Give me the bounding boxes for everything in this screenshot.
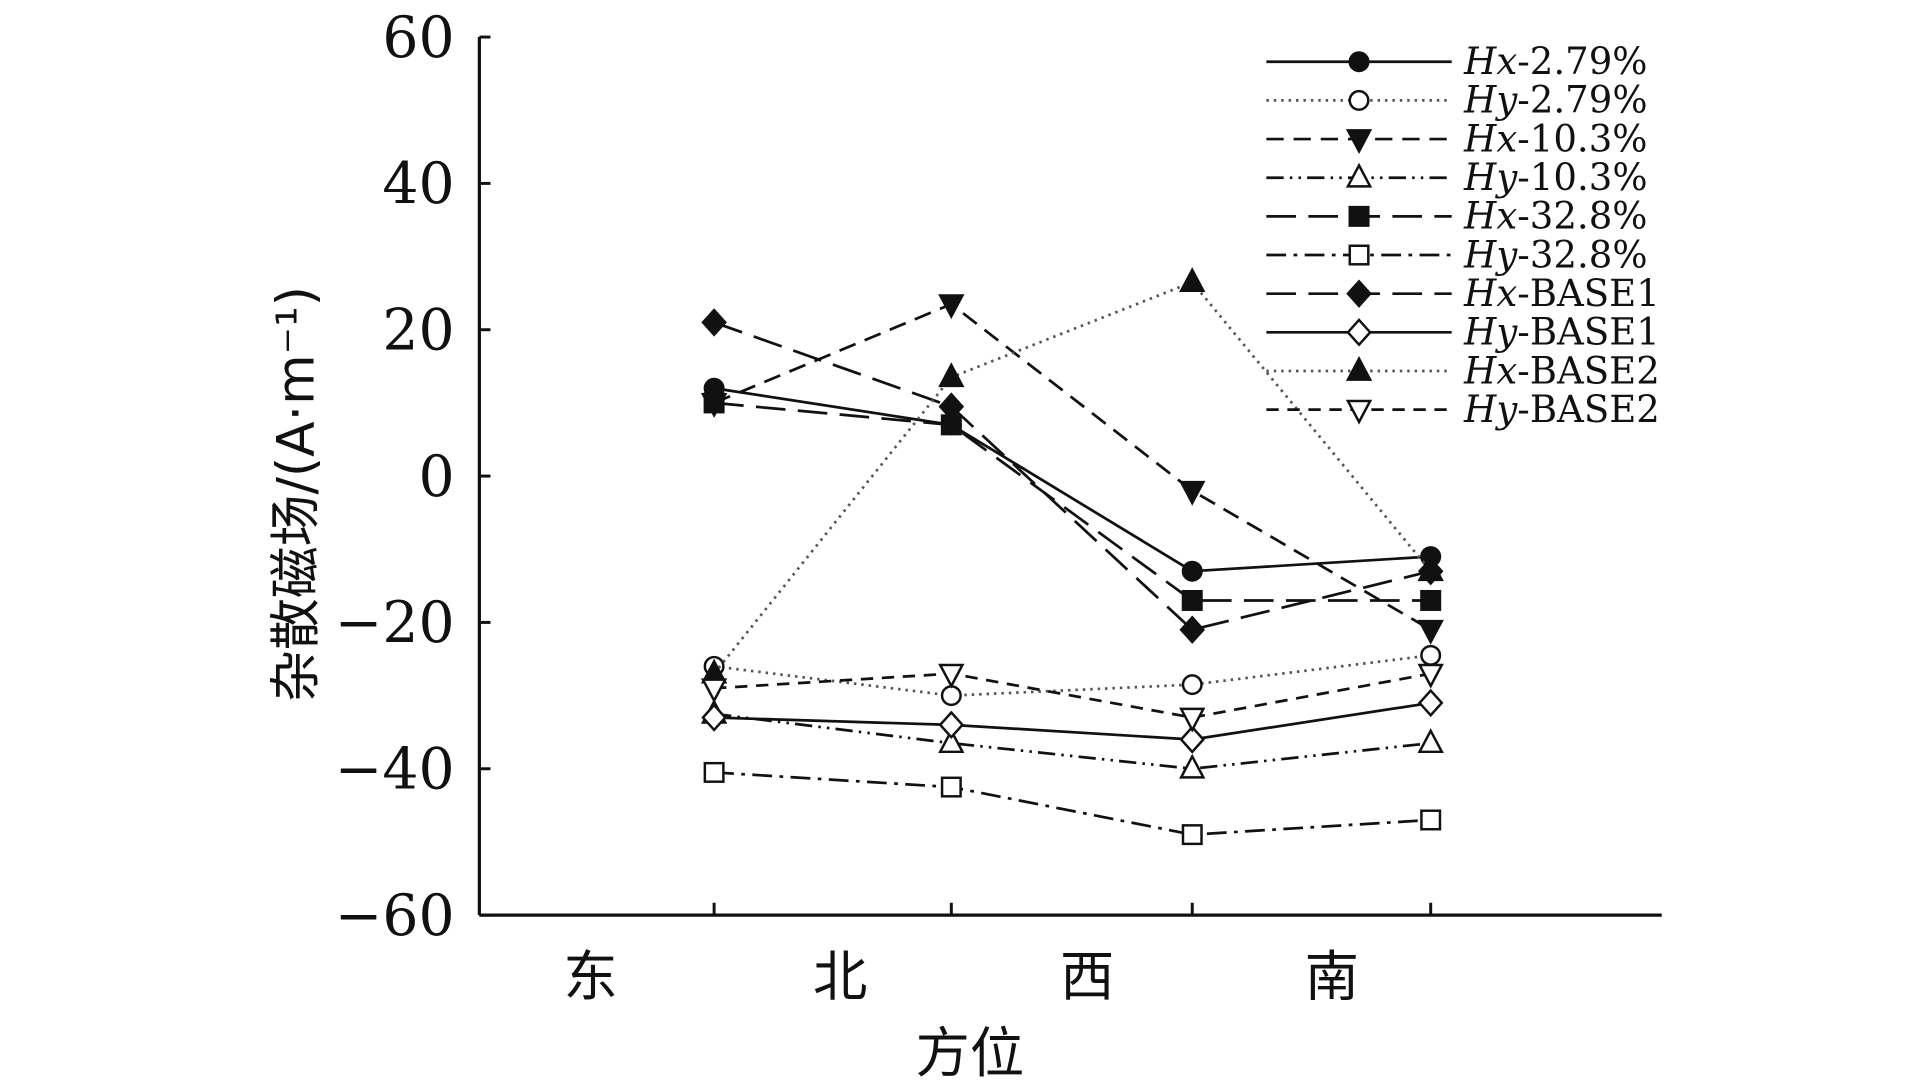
legend-label: Hx-32.8% [1463, 195, 1647, 238]
x-axis-label: 方位 [916, 1022, 1025, 1085]
legend-marker [1345, 355, 1373, 381]
data-point-hy-32-8 [940, 776, 962, 798]
data-point-hx-32-8 [1420, 589, 1442, 611]
data-point-hx-32-8 [703, 392, 725, 414]
legend-marker [1346, 279, 1372, 308]
series-line-hy-32-8 [714, 771, 1431, 836]
legend-marker [1346, 318, 1372, 347]
data-point-hy-32-8 [703, 761, 725, 783]
data-point-hx-base2 [1417, 556, 1444, 582]
legend-marker [1348, 89, 1370, 111]
y-tick-label: 0 [418, 444, 454, 510]
legend-item-hx-32-8: Hx-32.8% [1266, 195, 1648, 238]
legend: Hx-2.79%Hy-2.79%Hx-10.3%Hy-10.3%Hx-32.8%… [1266, 40, 1660, 431]
legend-label: Hy-BASE1 [1463, 311, 1660, 354]
x-tick-label: 西 [1060, 945, 1114, 1008]
data-point-hx-base1 [1179, 615, 1206, 644]
legend-label: Hx-BASE2 [1463, 349, 1660, 392]
legend-label: Hy-BASE2 [1463, 388, 1660, 431]
series-line-hy-base2 [714, 672, 1431, 719]
legend-item-hy-base1: Hy-BASE1 [1266, 311, 1660, 354]
series-line-hy-base1 [714, 701, 1431, 741]
series-hy-base2 [700, 663, 1444, 733]
legend-item-hx-base2: Hx-BASE2 [1266, 349, 1660, 392]
data-point-hy-base1 [938, 710, 965, 740]
data-point-hy-32-8 [1181, 824, 1203, 846]
legend-item-hy-10-3: Hy-10.3% [1266, 156, 1648, 199]
data-point-hy-base2 [1417, 663, 1444, 689]
y-axis-label: 杂散磁场/(A·m⁻¹) [267, 286, 327, 702]
data-point-hx-10-3 [938, 294, 965, 320]
series-line-hx-32-8 [713, 401, 1431, 602]
legend-label: Hx-2.79% [1463, 40, 1647, 83]
series-line-hy-10-3 [713, 712, 1431, 771]
legend-item-hx-base1: Hx-BASE1 [1266, 272, 1660, 315]
data-point-hy-base2 [938, 663, 965, 689]
data-point-hy-10-3 [1417, 728, 1444, 754]
data-point-hx-base2 [938, 362, 965, 388]
series-line-hx-10-3 [713, 302, 1432, 631]
legend-item-hx-2-79: Hx-2.79% [1266, 40, 1648, 83]
legend-marker [1348, 205, 1370, 227]
series-line-hx-2-79 [713, 386, 1431, 573]
data-point-hx-base2 [1179, 267, 1206, 293]
data-point-hy-2-79 [940, 685, 962, 707]
y-tick-label: −20 [335, 590, 455, 656]
legend-marker [1345, 399, 1373, 425]
legend-marker [1348, 51, 1370, 73]
y-tick-label: 60 [382, 5, 454, 71]
legend-item-hy-2-79: Hy-2.79% [1266, 79, 1648, 122]
data-point-hx-32-8 [1181, 589, 1203, 611]
series-hx-10-3 [700, 294, 1444, 645]
series-line-hy-2-79 [713, 653, 1431, 697]
data-point-hy-10-3 [938, 728, 965, 754]
data-point-hx-2-79 [1181, 560, 1203, 582]
data-point-hy-10-3 [1179, 753, 1206, 779]
legend-marker [1345, 129, 1373, 155]
series-group [700, 267, 1444, 846]
series-hy-2-79 [703, 644, 1442, 707]
data-point-hy-base1 [701, 703, 727, 732]
legend-label: Hy-2.79% [1463, 79, 1648, 122]
data-point-hy-32-8 [1420, 809, 1442, 831]
x-tick-label: 北 [813, 945, 867, 1008]
x-tick-label: 南 [1305, 945, 1359, 1008]
data-point-hy-base2 [1179, 707, 1206, 733]
series-hx-base2 [700, 267, 1444, 684]
series-hx-base1 [701, 308, 1444, 644]
legend-label: Hy-10.3% [1463, 156, 1648, 199]
y-tick-label: −60 [335, 883, 455, 949]
series-hx-32-8 [703, 392, 1442, 611]
y-tick-label: 40 [382, 151, 454, 217]
legend-label: Hx-10.3% [1463, 117, 1647, 160]
data-point-hy-2-79 [1181, 674, 1203, 696]
series-hy-10-3 [700, 698, 1444, 779]
data-point-hy-base1 [1417, 688, 1444, 718]
series-line-hx-base2 [713, 280, 1432, 675]
y-tick-label: −40 [335, 737, 455, 803]
y-tick-label: 20 [382, 298, 454, 364]
data-point-hx-10-3 [1417, 619, 1444, 645]
data-point-hx-10-3 [1179, 480, 1206, 506]
legend-item-hy-32-8: Hy-32.8% [1266, 233, 1648, 276]
data-point-hy-base1 [1179, 725, 1206, 754]
ticks: −60 −40 −20 0 20 40 60 东 北 西 南 [335, 5, 1433, 1008]
data-point-hx-base1 [701, 308, 727, 337]
data-point-hy-base2 [700, 678, 728, 704]
series-hy-32-8 [703, 761, 1442, 846]
legend-label: Hy-32.8% [1463, 233, 1648, 276]
series-hy-base1 [701, 688, 1444, 754]
legend-label: Hx-BASE1 [1463, 272, 1660, 315]
legend-marker [1348, 244, 1370, 266]
data-point-hy-2-79 [1420, 644, 1442, 666]
legend-marker [1345, 162, 1373, 188]
series-line-hx-base1 [713, 321, 1432, 632]
data-point-hx-base1 [938, 392, 965, 421]
legend-item-hx-10-3: Hx-10.3% [1266, 117, 1648, 160]
x-tick-label: 东 [563, 945, 617, 1008]
legend-item-hy-base2: Hy-BASE2 [1266, 388, 1660, 431]
